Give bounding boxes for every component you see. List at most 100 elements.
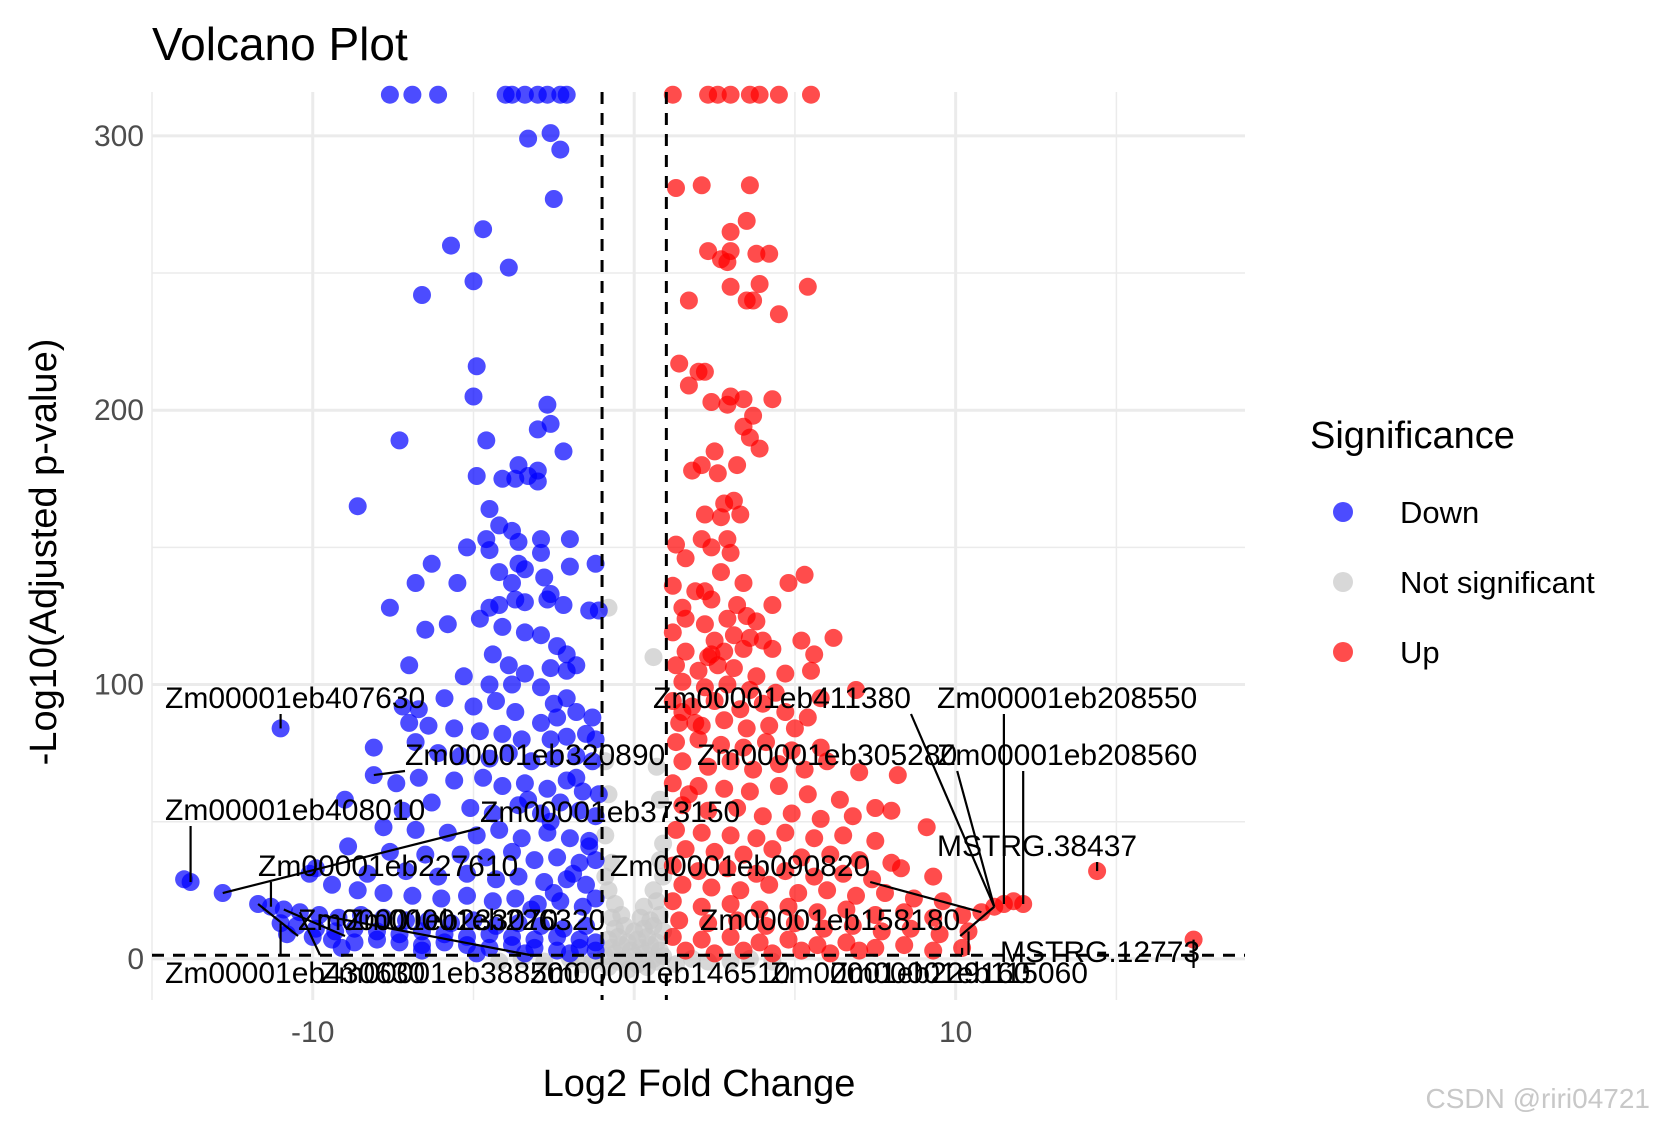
down-point <box>544 749 563 768</box>
down-point <box>332 938 351 957</box>
up-point <box>747 667 766 686</box>
down-point <box>544 884 563 902</box>
up-point <box>757 733 775 752</box>
up-point <box>673 672 692 691</box>
up-point <box>747 864 766 883</box>
up-point <box>776 862 795 881</box>
not-significant-point <box>602 853 621 872</box>
up-point <box>763 944 782 963</box>
down-point <box>499 258 518 277</box>
up-point <box>721 927 740 946</box>
threshold-lines <box>152 92 1245 1000</box>
down-point <box>503 675 521 694</box>
down-point <box>493 469 512 488</box>
down-point <box>413 286 431 304</box>
up-point <box>776 823 795 842</box>
up-point <box>740 681 759 699</box>
down-point <box>577 875 595 894</box>
up-point <box>702 878 721 897</box>
down-point <box>368 930 386 949</box>
up-point <box>721 85 740 104</box>
up-point <box>734 639 753 658</box>
down-point <box>451 746 470 765</box>
not-significant-point <box>490 952 509 971</box>
up-point <box>1088 862 1107 881</box>
up-point <box>798 708 817 727</box>
up-point <box>708 85 727 104</box>
down-point <box>470 722 489 741</box>
up-point <box>718 675 737 694</box>
down-point <box>586 807 605 826</box>
gene-label: Zm00001eb090820 <box>610 850 870 883</box>
down-point <box>323 875 341 894</box>
up-point <box>760 875 779 894</box>
down-point <box>586 730 605 749</box>
up-point <box>721 277 740 296</box>
label-connector-line <box>283 908 346 938</box>
down-point <box>435 689 454 708</box>
up-point <box>663 856 682 875</box>
down-point <box>409 768 428 787</box>
down-point <box>515 593 534 612</box>
label-connectors <box>189 713 1195 968</box>
gene-label: Zm00001eb146510 <box>530 957 790 990</box>
down-point <box>512 829 531 848</box>
up-point <box>866 799 885 817</box>
not-significant-point <box>667 955 685 974</box>
gene-label: MSTRG.38437 <box>937 830 1137 863</box>
label-connector-line <box>318 913 531 957</box>
x-tick-label: 0 <box>626 1016 643 1049</box>
down-point <box>512 730 531 749</box>
up-point <box>760 716 779 735</box>
down-point <box>364 766 383 785</box>
up-point <box>1014 895 1033 913</box>
down-point <box>541 659 560 678</box>
up-point <box>721 543 740 562</box>
up-point <box>789 884 808 902</box>
down-point <box>532 530 550 549</box>
watermark: CSDN @riri04721 <box>1426 1083 1651 1114</box>
down-point <box>393 801 412 820</box>
up-point <box>747 829 766 848</box>
label-connector-line <box>869 880 982 914</box>
up-point <box>837 933 856 952</box>
up-point <box>718 395 737 414</box>
up-point <box>805 867 824 886</box>
down-point <box>380 85 399 104</box>
down-point <box>477 848 496 867</box>
down-point <box>416 845 435 864</box>
down-point <box>586 554 605 573</box>
label-connector-line <box>257 903 299 937</box>
up-point <box>721 752 740 771</box>
up-point <box>724 659 743 678</box>
down-point <box>567 768 586 787</box>
down-point <box>490 820 509 839</box>
down-point <box>567 746 586 765</box>
up-point <box>724 491 743 510</box>
not-significant-point <box>599 881 618 900</box>
down-point <box>538 779 557 798</box>
down-point <box>515 664 534 683</box>
up-point <box>702 538 721 557</box>
down-point <box>519 790 538 809</box>
up-point <box>702 645 721 664</box>
up-point <box>821 944 840 963</box>
up-point <box>750 933 769 952</box>
down-point <box>509 914 528 933</box>
up-point <box>676 609 695 628</box>
down-point <box>464 911 483 930</box>
down-point <box>467 357 486 376</box>
up-point <box>673 752 692 771</box>
y-axis-title: -Log10(Adjusted p-value) <box>23 339 65 766</box>
up-point <box>808 936 827 955</box>
up-point <box>670 354 689 373</box>
not-significant-point <box>644 881 663 900</box>
up-point <box>847 886 865 905</box>
gene-label: Zm00001eb208550 <box>937 682 1197 715</box>
up-point <box>818 752 837 771</box>
down-point <box>477 431 496 450</box>
down-point <box>554 442 573 461</box>
up-point <box>782 804 801 823</box>
up-point <box>705 442 724 461</box>
gene-label: Zm00001eb227610 <box>258 850 518 883</box>
